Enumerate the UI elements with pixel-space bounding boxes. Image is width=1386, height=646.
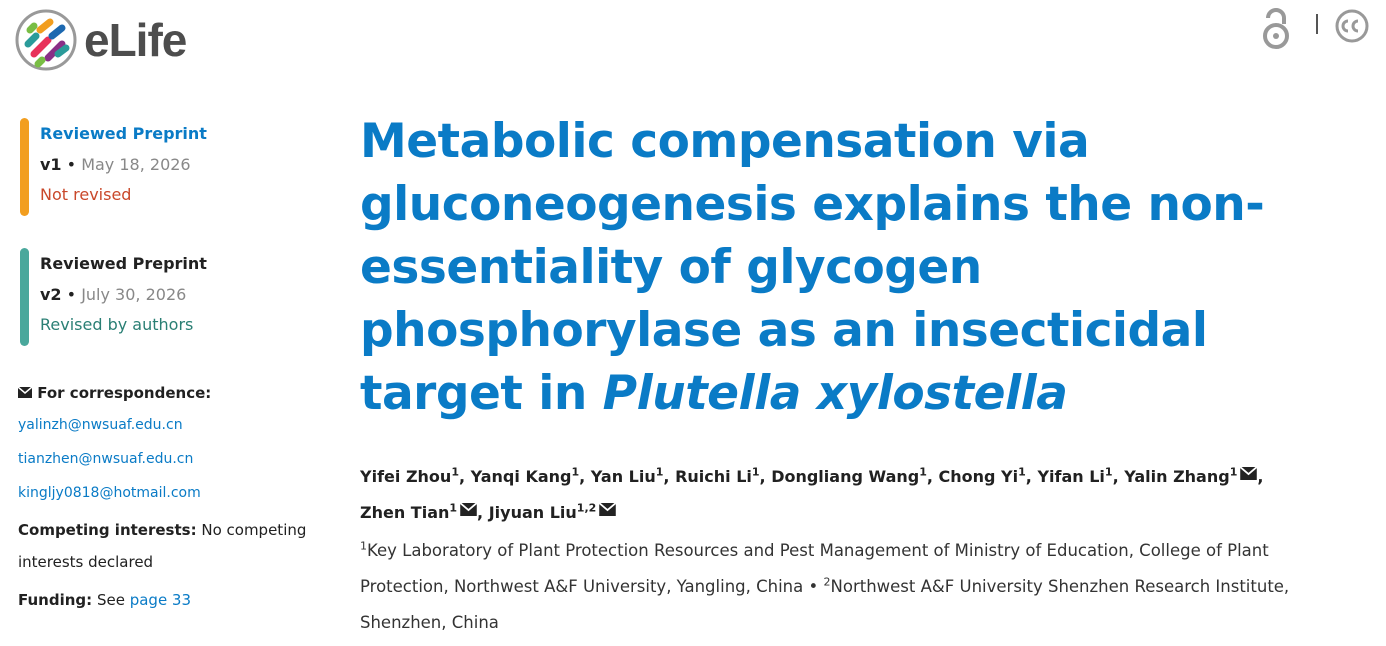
envelope-icon[interactable] xyxy=(459,502,478,516)
separator: , xyxy=(926,467,933,486)
separator: , xyxy=(1257,467,1264,486)
separator: , xyxy=(477,503,484,522)
envelope-icon[interactable] xyxy=(598,502,617,516)
author: Ruichi Li1, xyxy=(675,467,766,486)
author-affiliation: 1 xyxy=(1018,465,1026,479)
author-list: Yifei Zhou1, Yanqi Kang1, Yan Liu1, Ruic… xyxy=(360,459,1290,531)
author-affiliation: 1 xyxy=(451,465,459,479)
email[interactable]: yalinzh@nwsuaf.edu.cn xyxy=(18,417,183,433)
separator: , xyxy=(663,467,670,486)
title-text: Metabolic compensation via gluconeogenes… xyxy=(360,114,1265,421)
affiliation-text: Northwest A&F University Shenzhen Resear… xyxy=(360,577,1290,632)
author-name[interactable]: Yifei Zhou xyxy=(360,467,452,486)
author-affiliation: 1 xyxy=(751,465,760,479)
author-affiliation: 1 xyxy=(449,501,458,515)
competing-label: Competing interests: xyxy=(18,521,197,539)
author-affiliation: 1 xyxy=(571,465,580,479)
author: Dongliang Wang1, xyxy=(771,467,933,486)
version-line: v1 • May 18, 2026 xyxy=(40,150,318,180)
author-name[interactable]: Zhen Tian xyxy=(360,503,450,522)
author-affiliation: 1 xyxy=(1104,465,1113,479)
funding-text: See xyxy=(96,591,125,609)
version-block: Reviewed Preprint v1 • May 18, 2026 Not … xyxy=(18,118,318,216)
affiliation-list: 1Key Laboratory of Plant Protection Reso… xyxy=(360,533,1290,641)
author-affiliation: 1 xyxy=(1229,465,1238,479)
competing: Competing interests: No competing intere… xyxy=(18,514,318,578)
version-line: v2 • July 30, 2026 xyxy=(40,280,318,310)
competing-text: No competing interests declared xyxy=(18,521,307,571)
email[interactable]: kingljy0818@hotmail.com xyxy=(18,485,201,501)
sidebar: Reviewed Preprint v1 • May 18, 2026 Not … xyxy=(17,118,318,616)
version-number: v2 xyxy=(40,285,62,304)
version-date: July 30, 2026 xyxy=(81,285,187,304)
separator: , xyxy=(458,467,466,486)
author-affiliation: 1,2 xyxy=(576,501,597,515)
affiliation-number: 2 xyxy=(823,575,831,589)
author: Yanqi Kang1, xyxy=(471,467,586,486)
author-name[interactable]: Jiyuan Liu xyxy=(488,503,577,522)
version-status: Revised by authors xyxy=(40,315,194,334)
version-block: Reviewed Preprint v2 • July 30, 2026 Rev… xyxy=(18,248,318,346)
license-icons[interactable] xyxy=(1256,6,1376,54)
logo[interactable]: eLife xyxy=(14,8,187,72)
logo-text: eLife xyxy=(84,14,187,66)
envelope-icon[interactable] xyxy=(1240,466,1258,480)
author-name[interactable]: Dongliang Wang xyxy=(771,467,920,486)
article-title: Metabolic compensation via gluconeogenes… xyxy=(360,110,1290,425)
author-name[interactable]: Yifan Li xyxy=(1037,467,1105,486)
author: Yifei Zhou1, xyxy=(360,467,465,486)
author-name[interactable]: Ruichi Li xyxy=(675,467,752,486)
author-name[interactable]: Chong Yi xyxy=(938,467,1019,486)
version-bar xyxy=(20,118,29,216)
separator: , xyxy=(759,467,766,486)
version-number: v1 xyxy=(40,155,62,174)
author: Jiyuan Liu1,2 xyxy=(488,501,617,522)
article-header: Metabolic compensation via gluconeogenes… xyxy=(360,110,1290,641)
affiliation-text: Key Laboratory of Plant Protection Resou… xyxy=(360,541,1269,596)
author-affiliation: 1 xyxy=(655,465,664,479)
author-affiliation: 1 xyxy=(919,465,927,479)
separator: , xyxy=(1025,467,1032,486)
author: Yalin Zhang1, xyxy=(1124,465,1264,486)
author-name[interactable]: Yan Liu xyxy=(590,467,656,486)
author: Yan Liu1, xyxy=(591,467,670,486)
author: Chong Yi1, xyxy=(939,467,1032,486)
funding-link[interactable]: page 33 xyxy=(129,591,192,609)
version-label[interactable]: Reviewed Preprint xyxy=(40,124,207,143)
author: Yifan Li1, xyxy=(1037,467,1118,486)
envelope-icon xyxy=(17,386,33,398)
logo-mark xyxy=(15,9,77,71)
author-name[interactable]: Yanqi Kang xyxy=(470,467,572,486)
bullet: • xyxy=(808,577,819,596)
separator: , xyxy=(1112,467,1119,486)
correspondence-heading: For correspondence: xyxy=(17,378,318,408)
bullet: • xyxy=(66,285,77,304)
version-status: Not revised xyxy=(40,185,132,204)
author: Zhen Tian1, xyxy=(360,501,484,522)
email[interactable]: tianzhen@nwsuaf.edu.cn xyxy=(18,451,194,467)
bullet: • xyxy=(66,155,77,174)
version-date: May 18, 2026 xyxy=(81,155,191,174)
separator: , xyxy=(579,467,586,486)
title-species: Plutella xylostella xyxy=(602,366,1068,421)
version-bar xyxy=(20,248,29,346)
version-label: Reviewed Preprint xyxy=(40,254,207,273)
author-name[interactable]: Yalin Zhang xyxy=(1124,467,1230,486)
heading-text: For correspondence: xyxy=(37,384,212,402)
affiliation-number: 1 xyxy=(360,539,367,553)
funding-label: Funding: xyxy=(18,591,93,609)
funding: Funding: See page 33 xyxy=(18,584,318,616)
